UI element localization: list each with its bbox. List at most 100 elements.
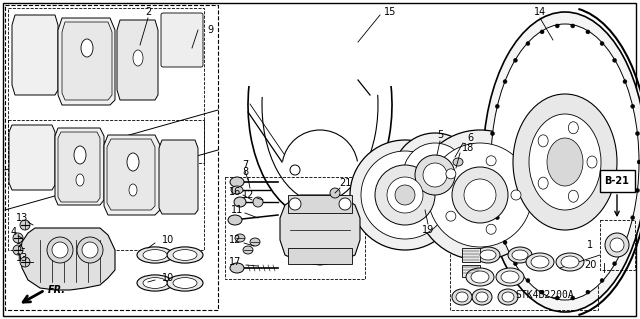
Polygon shape: [159, 140, 198, 214]
Ellipse shape: [586, 30, 590, 34]
Text: 18: 18: [462, 143, 474, 153]
Text: 2: 2: [145, 7, 151, 17]
Ellipse shape: [466, 268, 494, 286]
Ellipse shape: [526, 253, 554, 271]
Ellipse shape: [568, 122, 579, 134]
Polygon shape: [104, 135, 160, 215]
Ellipse shape: [630, 216, 635, 220]
Ellipse shape: [511, 190, 521, 200]
Text: 12: 12: [242, 190, 254, 200]
Ellipse shape: [556, 253, 584, 271]
Polygon shape: [58, 132, 100, 202]
Ellipse shape: [74, 146, 86, 164]
Ellipse shape: [496, 268, 524, 286]
Text: 12: 12: [229, 235, 241, 245]
Bar: [8, 120, 204, 250]
Ellipse shape: [13, 245, 23, 255]
Ellipse shape: [129, 184, 137, 196]
Ellipse shape: [490, 131, 495, 136]
Bar: [288, 248, 352, 264]
Ellipse shape: [472, 289, 492, 305]
Ellipse shape: [452, 167, 508, 223]
Ellipse shape: [568, 190, 579, 202]
Ellipse shape: [133, 50, 143, 66]
Ellipse shape: [350, 140, 460, 250]
Ellipse shape: [13, 233, 23, 243]
Ellipse shape: [540, 290, 544, 294]
Ellipse shape: [476, 292, 488, 302]
Ellipse shape: [538, 135, 548, 147]
Bar: [450, 235, 598, 310]
Ellipse shape: [600, 278, 604, 282]
Ellipse shape: [253, 197, 263, 207]
Ellipse shape: [531, 256, 549, 268]
Ellipse shape: [486, 156, 496, 166]
Bar: [462, 248, 480, 262]
Text: 1: 1: [587, 240, 593, 250]
Polygon shape: [62, 22, 112, 100]
Ellipse shape: [476, 247, 500, 263]
Ellipse shape: [387, 177, 423, 213]
Ellipse shape: [513, 94, 617, 230]
Ellipse shape: [52, 242, 68, 258]
Ellipse shape: [600, 41, 604, 46]
Ellipse shape: [586, 290, 590, 294]
Bar: [225, 177, 365, 279]
Ellipse shape: [636, 189, 639, 192]
Ellipse shape: [495, 104, 499, 108]
Ellipse shape: [526, 41, 530, 46]
Ellipse shape: [605, 233, 629, 257]
Ellipse shape: [415, 155, 455, 195]
Ellipse shape: [173, 249, 197, 260]
Text: 11: 11: [231, 205, 243, 215]
Ellipse shape: [637, 160, 640, 164]
Polygon shape: [117, 20, 158, 100]
Text: 13: 13: [16, 213, 28, 223]
Ellipse shape: [612, 58, 616, 62]
Ellipse shape: [395, 185, 415, 205]
Ellipse shape: [630, 104, 635, 108]
Bar: [5, 5, 218, 310]
FancyBboxPatch shape: [161, 13, 203, 67]
Ellipse shape: [502, 292, 514, 302]
Ellipse shape: [143, 249, 167, 260]
Ellipse shape: [556, 296, 559, 300]
Ellipse shape: [230, 263, 244, 273]
Ellipse shape: [623, 241, 627, 244]
Bar: [8, 8, 204, 163]
Ellipse shape: [486, 224, 496, 234]
Ellipse shape: [489, 160, 493, 164]
Ellipse shape: [480, 250, 496, 260]
Ellipse shape: [587, 156, 597, 168]
Text: 10: 10: [162, 235, 174, 245]
Text: 20: 20: [584, 260, 596, 270]
Polygon shape: [280, 195, 360, 265]
Ellipse shape: [77, 237, 103, 263]
Ellipse shape: [446, 169, 456, 179]
Text: STK4B2200A: STK4B2200A: [516, 290, 574, 300]
Ellipse shape: [230, 177, 244, 187]
Text: 3: 3: [15, 243, 21, 253]
Bar: [288, 195, 352, 213]
Ellipse shape: [137, 247, 173, 263]
Ellipse shape: [483, 12, 640, 312]
Ellipse shape: [20, 257, 30, 267]
Ellipse shape: [228, 215, 242, 225]
Text: 17: 17: [229, 257, 241, 267]
Ellipse shape: [503, 241, 507, 244]
Ellipse shape: [501, 271, 519, 283]
Ellipse shape: [498, 289, 518, 305]
Ellipse shape: [471, 271, 489, 283]
Ellipse shape: [561, 256, 579, 268]
Ellipse shape: [235, 234, 245, 242]
Text: 13: 13: [16, 253, 28, 263]
Ellipse shape: [547, 138, 583, 186]
Polygon shape: [9, 125, 55, 190]
FancyBboxPatch shape: [600, 170, 635, 192]
Ellipse shape: [330, 188, 340, 198]
Ellipse shape: [612, 262, 616, 266]
Text: 15: 15: [384, 7, 396, 17]
Ellipse shape: [167, 275, 203, 291]
Ellipse shape: [250, 238, 260, 246]
Ellipse shape: [47, 237, 73, 263]
